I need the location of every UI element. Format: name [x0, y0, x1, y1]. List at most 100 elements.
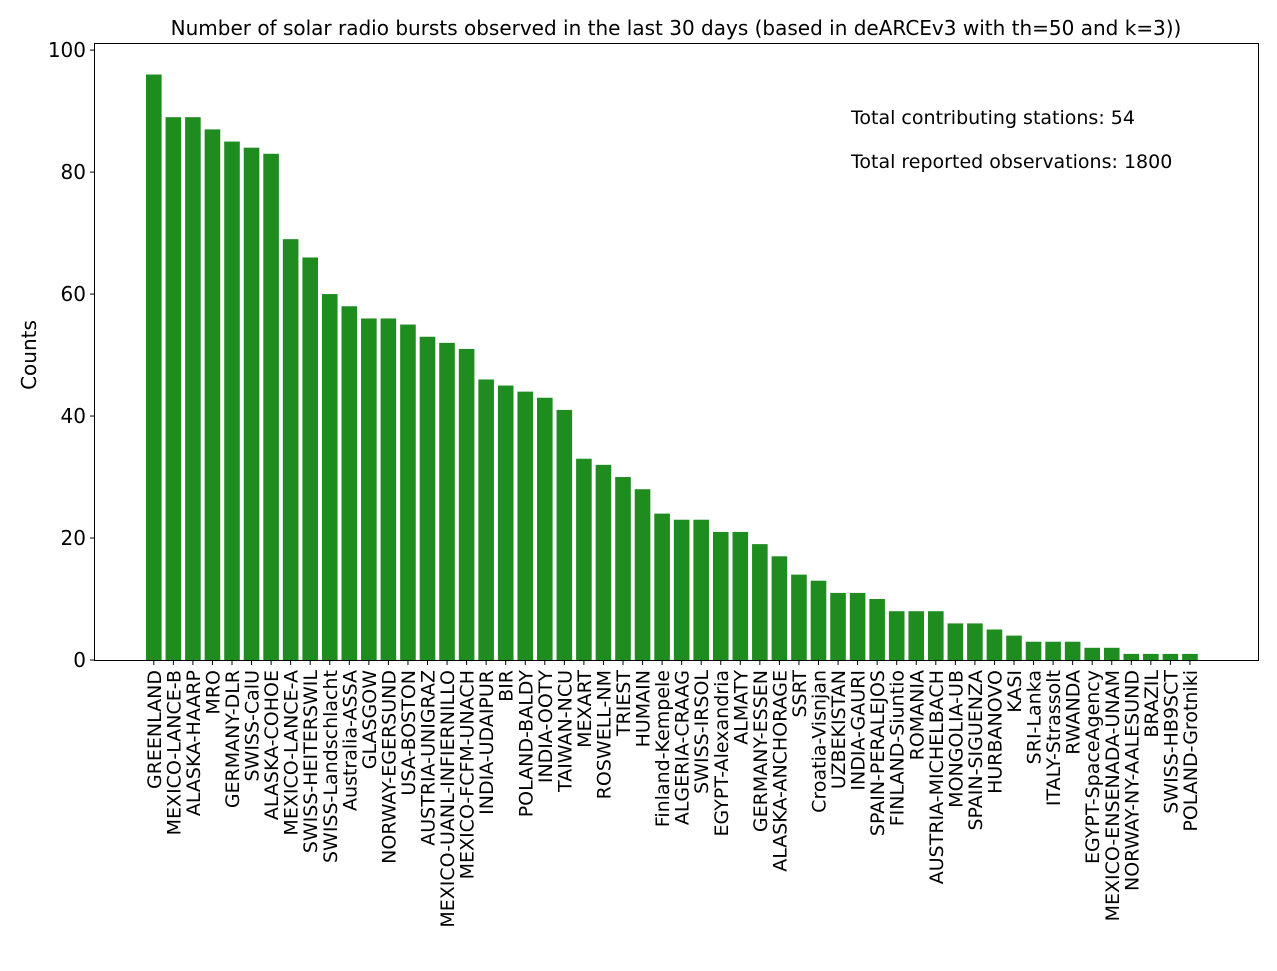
annotation-observations: Total reported observations: 1800: [850, 151, 1172, 173]
bar: [361, 318, 377, 660]
bar: [185, 117, 201, 660]
x-tick-label: NORWAY-EGERSUND: [378, 670, 400, 864]
bars-group: [146, 74, 1198, 661]
y-tick-label: 20: [61, 526, 86, 550]
x-tick-label: GLASGOW: [359, 670, 381, 769]
bar: [693, 519, 709, 660]
bar: [673, 519, 690, 660]
bar: [1162, 653, 1179, 660]
x-axis-ticks: GREENLANDMEXICO-LANCE-BALASKA-HAARPMROGE…: [144, 660, 1202, 928]
x-tick-label: AUSTRIA-MICHELBACH: [926, 670, 948, 884]
bar: [1064, 641, 1081, 660]
bar: [537, 397, 553, 660]
y-tick-label: 60: [61, 282, 86, 306]
x-tick-label: EGYPT-SpaceAgency: [1082, 670, 1104, 864]
bar: [810, 580, 827, 660]
x-tick-label: INDIA-OOTY: [535, 670, 557, 784]
bar: [615, 477, 631, 660]
x-tick-label: RWANDA: [1063, 670, 1085, 755]
x-tick-label: POLAND-BALDY: [515, 670, 537, 818]
bar: [146, 74, 162, 660]
chart-title: Number of solar radio bursts observed in…: [171, 16, 1182, 40]
y-axis-ticks: 0 20 40 60 80 100: [48, 38, 95, 672]
bar: [302, 257, 318, 660]
bar: [1045, 641, 1061, 660]
x-tick-label: MEXICO-LANCE-A: [281, 670, 303, 836]
y-tick-label: 80: [61, 160, 86, 184]
x-tick-label: SWISS-HEITERSWIL: [300, 670, 322, 854]
x-tick-label: SRI-Lanka: [1024, 670, 1046, 764]
x-tick-label: MEXICO-UANL-INFIERNILLO: [437, 670, 459, 928]
x-tick-label: GREENLAND: [144, 670, 166, 789]
bar: [986, 629, 1003, 660]
x-tick-label: USA-BOSTON: [398, 670, 420, 796]
x-tick-label: SWISS-CalU: [242, 670, 264, 782]
bar: [478, 379, 494, 660]
bar: [263, 153, 279, 660]
x-tick-label: UZBEKISTAN: [828, 670, 850, 789]
bar: [947, 623, 964, 660]
x-tick-label: POLAND-Grotniki: [1180, 670, 1202, 832]
bar: [400, 324, 416, 660]
bar: [439, 342, 455, 660]
annotation-stations: Total contributing stations: 54: [850, 107, 1135, 129]
bar: [1143, 653, 1159, 660]
x-tick-label: ALGERIA-CRAAG: [672, 670, 694, 825]
y-tick-label: 0: [73, 648, 86, 672]
x-tick-label: MEXART: [574, 670, 596, 748]
x-tick-label: SSRT: [789, 670, 811, 718]
x-tick-label: MEXICO-ENSENADA-UNAM: [1102, 670, 1124, 921]
x-tick-label: BIR: [496, 670, 518, 702]
x-tick-label: ROMANIA: [906, 670, 928, 760]
bar: [752, 544, 768, 660]
bar: [830, 592, 846, 660]
bar: [1103, 647, 1120, 660]
x-tick-label: HUMAIN: [633, 670, 655, 747]
bar: [419, 336, 436, 660]
x-tick-label: SWISS-IRSOL: [691, 670, 713, 794]
x-tick-label: TRIEST: [613, 670, 635, 737]
bar: [1025, 641, 1042, 660]
bar: [321, 294, 338, 660]
bar: [888, 611, 905, 660]
x-tick-label: Australia-ASSA: [339, 670, 361, 811]
x-tick-label: ITALY-Strassolt: [1043, 670, 1065, 806]
x-tick-label: SWISS-HB9SCT: [1160, 670, 1182, 814]
bar: [908, 611, 925, 660]
x-tick-label: INDIA-GAURI: [848, 670, 870, 791]
bar: [1084, 647, 1100, 660]
bar: [928, 611, 944, 660]
bar: [341, 306, 358, 660]
x-tick-label: FINLAND-Siuntio: [887, 670, 909, 826]
x-tick-label: MEXICO-FCFM-UNACH: [457, 670, 479, 879]
x-tick-label: SWISS-Landschlacht: [320, 670, 342, 863]
x-tick-label: EGYPT-Alexandria: [711, 670, 733, 837]
x-tick-label: GERMANY-DLR: [222, 670, 244, 808]
bar: [517, 391, 534, 660]
y-tick-label: 40: [61, 404, 86, 428]
bar: [380, 318, 397, 660]
x-tick-label: ALASKA-HAARP: [183, 670, 205, 816]
bar: [791, 574, 807, 660]
bar: [634, 489, 651, 660]
bar: [576, 458, 592, 660]
bar: [204, 129, 221, 660]
bar: [497, 385, 514, 660]
x-tick-label: ROSWELL-NM: [593, 670, 615, 799]
x-tick-label: KASI: [1004, 670, 1026, 713]
bar: [1182, 653, 1198, 660]
x-tick-label: MONGOLIA-UB: [945, 670, 967, 808]
x-tick-label: INDIA-UDAIPUR: [476, 670, 498, 815]
x-tick-label: ALASKA-ANCHORAGE: [769, 670, 791, 872]
x-tick-label: ALMATY: [730, 670, 752, 745]
x-tick-label: AUSTRIA-UNIGRAZ: [418, 670, 440, 846]
x-tick-label: SPAIN-PERALEJOS: [867, 670, 889, 836]
bar: [243, 147, 260, 660]
x-tick-label: NORWAY-NY-AALESUND: [1121, 670, 1143, 891]
y-axis-label: Counts: [17, 320, 41, 390]
x-tick-label: MRO: [202, 670, 224, 715]
bar: [771, 556, 788, 660]
bar: [1006, 635, 1022, 660]
x-tick-label: GERMANY-ESSEN: [750, 670, 772, 832]
y-tick-label: 100: [48, 38, 86, 62]
